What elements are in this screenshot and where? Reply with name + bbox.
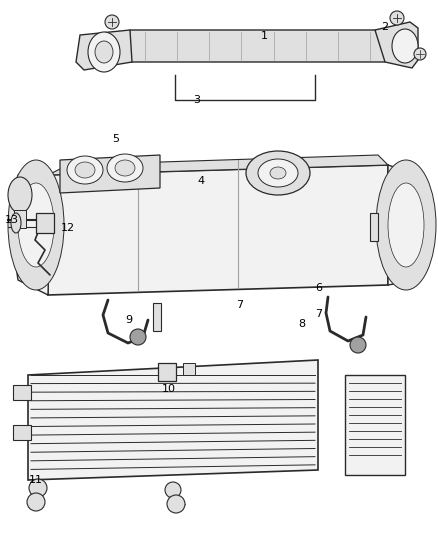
Polygon shape [120, 30, 385, 62]
Ellipse shape [414, 48, 426, 60]
Text: 1: 1 [261, 31, 268, 41]
Ellipse shape [390, 11, 404, 25]
Bar [158, 363, 176, 381]
Ellipse shape [8, 160, 64, 290]
Text: 13: 13 [4, 215, 18, 224]
Bar [183, 363, 195, 375]
Ellipse shape [107, 154, 143, 182]
Text: 7: 7 [237, 300, 244, 310]
Polygon shape [28, 360, 318, 480]
Polygon shape [60, 155, 160, 193]
Ellipse shape [95, 41, 113, 63]
Ellipse shape [376, 160, 436, 290]
Ellipse shape [130, 329, 146, 345]
Bar [13, 385, 31, 400]
Ellipse shape [246, 151, 310, 195]
Text: 7: 7 [315, 310, 322, 319]
Polygon shape [48, 155, 388, 175]
Ellipse shape [105, 15, 119, 29]
Ellipse shape [75, 162, 95, 178]
Text: 2: 2 [381, 22, 388, 31]
Ellipse shape [27, 493, 45, 511]
Polygon shape [48, 165, 388, 295]
Ellipse shape [18, 183, 54, 267]
Bar [14, 210, 26, 228]
Ellipse shape [258, 159, 298, 187]
Ellipse shape [270, 167, 286, 179]
Text: 12: 12 [61, 223, 75, 233]
Ellipse shape [115, 160, 135, 176]
Polygon shape [375, 22, 418, 68]
Text: 4: 4 [197, 176, 204, 186]
Ellipse shape [167, 495, 185, 513]
Text: 9: 9 [125, 315, 132, 325]
Ellipse shape [67, 156, 103, 184]
Bar [345, 375, 405, 475]
Ellipse shape [88, 32, 120, 72]
Ellipse shape [392, 29, 418, 63]
Bar [370, 213, 378, 241]
Text: 10: 10 [162, 384, 176, 394]
Text: 11: 11 [28, 475, 42, 484]
Ellipse shape [8, 177, 32, 213]
Polygon shape [76, 30, 132, 70]
Ellipse shape [29, 479, 47, 497]
Text: 5: 5 [112, 134, 119, 143]
Text: 3: 3 [193, 95, 200, 105]
Polygon shape [10, 175, 50, 295]
Ellipse shape [350, 337, 366, 353]
Ellipse shape [165, 482, 181, 498]
Polygon shape [388, 165, 426, 285]
Ellipse shape [11, 213, 21, 233]
Text: 8: 8 [298, 319, 305, 329]
Bar [153, 303, 161, 331]
Bar [13, 425, 31, 440]
Text: 6: 6 [315, 283, 322, 293]
Bar [36, 213, 54, 233]
Ellipse shape [388, 183, 424, 267]
